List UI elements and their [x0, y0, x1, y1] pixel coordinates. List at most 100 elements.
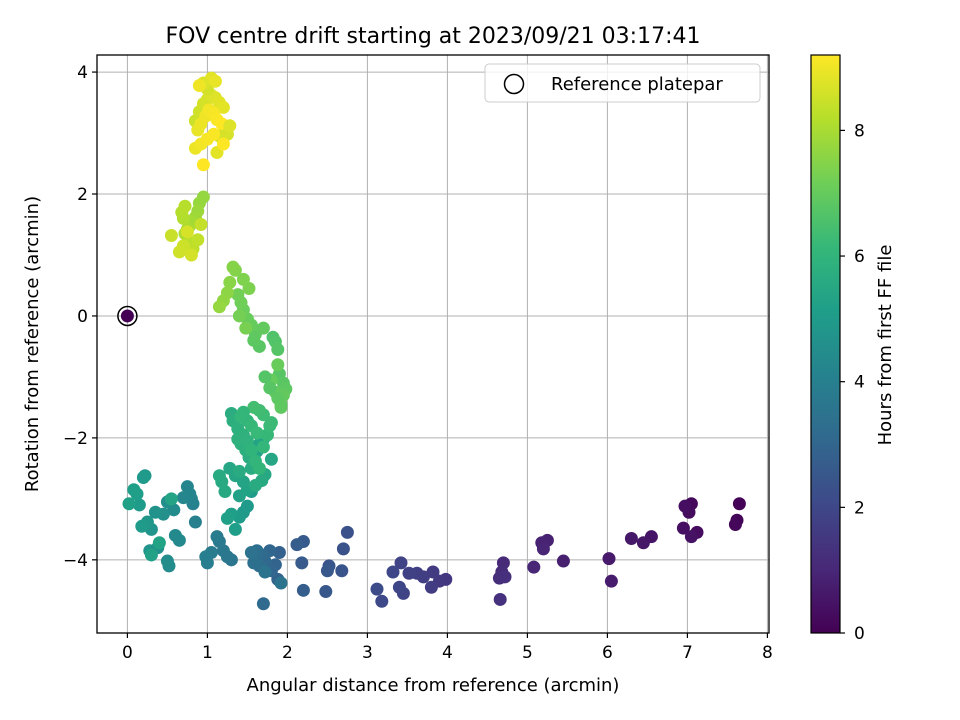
data-point [218, 485, 232, 499]
y-tick-label: −2 [63, 429, 88, 449]
data-point [604, 574, 618, 588]
data-point [132, 498, 146, 512]
data-point [527, 560, 541, 574]
data-point [135, 519, 149, 533]
x-tick-label: 0 [122, 643, 133, 663]
x-tick-label: 5 [522, 643, 533, 663]
x-axis-label: Angular distance from reference (arcmin) [247, 675, 620, 696]
data-point [212, 300, 226, 314]
data-point [180, 480, 194, 494]
reference-platepar-marker [117, 305, 138, 327]
colorbar [810, 54, 841, 634]
data-point [168, 528, 182, 542]
data-point [199, 550, 213, 564]
data-point [274, 400, 288, 414]
data-point [319, 585, 333, 599]
data-point [232, 309, 246, 323]
data-point [127, 483, 141, 497]
data-point [624, 531, 638, 545]
x-tick-label: 7 [682, 643, 693, 663]
data-point [602, 552, 616, 566]
data-point [290, 538, 304, 552]
data-point [236, 272, 250, 286]
data-point [247, 556, 261, 570]
data-point [244, 443, 258, 457]
data-point [196, 158, 210, 172]
data-point [295, 556, 309, 570]
colorbar-tick-label: 2 [854, 498, 865, 518]
data-point [232, 464, 246, 478]
data-point [216, 137, 230, 151]
plot-frame [96, 54, 770, 634]
data-point [256, 597, 270, 611]
data-point [240, 499, 254, 513]
data-point [247, 400, 261, 414]
data-point [239, 321, 253, 335]
data-point [636, 536, 650, 550]
data-point [258, 370, 272, 384]
data-point [498, 570, 512, 584]
data-point [228, 522, 242, 536]
data-point [176, 491, 190, 505]
data-point [160, 554, 174, 568]
data-point [180, 225, 194, 239]
y-axis-label: Rotation from reference (arcmin) [22, 196, 43, 492]
x-tick-label: 3 [362, 643, 373, 663]
colorbar-tick-label: 8 [854, 121, 865, 141]
data-point [402, 566, 416, 580]
data-point [271, 358, 285, 372]
data-point [556, 554, 570, 568]
data-point [676, 521, 690, 535]
data-point [732, 497, 746, 511]
data-point [394, 556, 408, 570]
data-point [296, 583, 310, 597]
data-point [120, 309, 134, 323]
data-point [184, 248, 198, 262]
legend: Reference platepar [484, 63, 761, 103]
data-point [335, 564, 349, 578]
data-point [536, 542, 550, 556]
data-point [191, 233, 205, 247]
data-point [210, 530, 224, 544]
data-point [164, 492, 178, 506]
data-point [223, 119, 237, 133]
data-point [164, 228, 178, 242]
data-point [256, 321, 270, 335]
data-point [274, 576, 288, 590]
data-point [226, 260, 240, 274]
data-point [263, 381, 277, 395]
data-point [320, 564, 334, 578]
data-point [188, 515, 202, 529]
data-point [264, 452, 278, 466]
data-point [178, 199, 192, 213]
data-point [678, 499, 692, 513]
data-point [426, 565, 440, 579]
y-tick-label: 2 [77, 185, 88, 205]
x-tick-label: 8 [762, 643, 773, 663]
data-point [424, 580, 438, 594]
x-tick-label: 6 [602, 643, 613, 663]
data-point [252, 461, 266, 475]
data-point [136, 471, 150, 485]
data-point [148, 505, 162, 519]
data-point [223, 275, 237, 289]
scatter-points [117, 71, 746, 611]
colorbar-tick-label: 6 [854, 247, 865, 267]
data-point [370, 582, 384, 596]
data-point [264, 416, 278, 430]
data-point [258, 565, 272, 579]
data-point [220, 511, 234, 525]
data-point [244, 546, 258, 560]
data-point [248, 478, 262, 492]
data-point [375, 594, 389, 608]
data-point [728, 517, 742, 531]
data-point [152, 536, 166, 550]
data-point [336, 542, 350, 556]
y-tick-label: 0 [77, 307, 88, 327]
data-point [256, 440, 270, 454]
colorbar-ticks: 0 2 4 6 8 [840, 121, 865, 644]
colorbar-tick-label: 0 [854, 624, 865, 644]
colorbar-tick-label: 4 [854, 373, 865, 393]
data-point [192, 78, 206, 92]
data-point [340, 525, 354, 539]
